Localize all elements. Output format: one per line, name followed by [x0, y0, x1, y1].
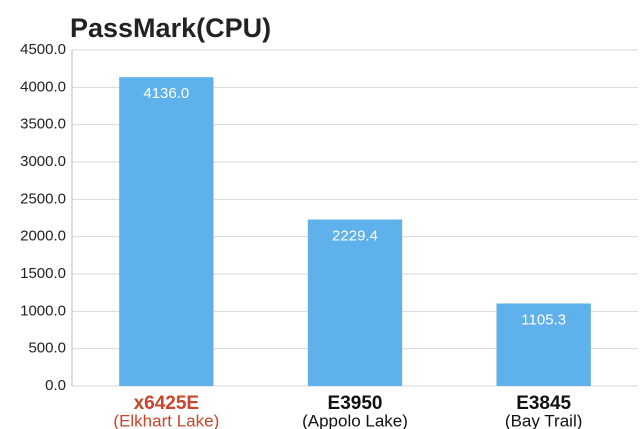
y-tick-label: 1500.0 — [20, 265, 66, 282]
x-tick-sublabel: (Bay Trail) — [505, 411, 582, 429]
bar — [496, 303, 591, 386]
y-tick-label: 4500.0 — [20, 41, 66, 58]
y-tick-label: 2000.0 — [20, 228, 66, 245]
value-label: 4136.0 — [143, 85, 189, 102]
x-tick-label: x6425E — [134, 393, 200, 414]
y-tick-label: 3000.0 — [20, 153, 66, 170]
value-label: 2229.4 — [332, 228, 378, 245]
y-tick-label: 0.0 — [45, 377, 66, 394]
y-tick-label: 2500.0 — [20, 190, 66, 207]
chart-title: PassMark(CPU) — [70, 13, 271, 43]
value-label: 1105.3 — [521, 311, 566, 328]
y-tick-label: 1000.0 — [20, 302, 66, 319]
x-tick-sublabel: (Appolo Lake) — [302, 411, 408, 429]
y-tick-label: 3500.0 — [20, 116, 66, 133]
x-tick-label: E3845 — [516, 393, 571, 414]
x-tick-sublabel: (Elkhart Lake) — [113, 411, 219, 429]
y-tick-label: 500.0 — [28, 340, 66, 357]
x-tick-label: E3950 — [328, 393, 383, 414]
bar — [307, 219, 403, 386]
y-tick-label: 4000.0 — [20, 78, 66, 95]
bar — [119, 77, 214, 387]
